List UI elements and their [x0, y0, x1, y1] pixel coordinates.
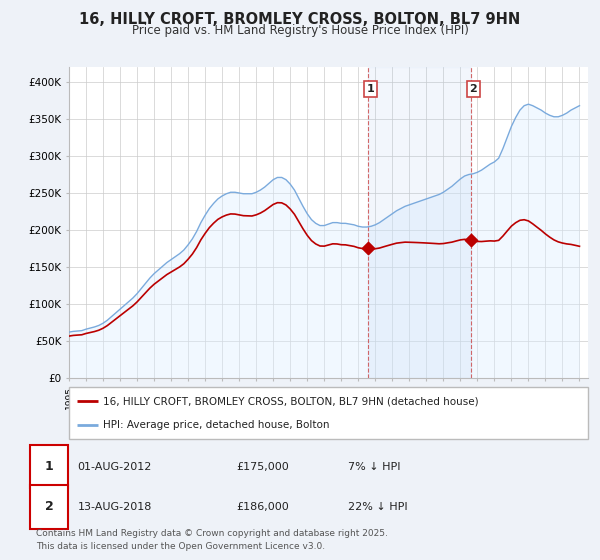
Text: £175,000: £175,000: [236, 462, 289, 472]
Point: [364, 244, 373, 253]
Text: 13-AUG-2018: 13-AUG-2018: [77, 502, 152, 512]
FancyBboxPatch shape: [69, 388, 588, 438]
Text: 01-AUG-2012: 01-AUG-2012: [77, 462, 152, 472]
Text: Price paid vs. HM Land Registry's House Price Index (HPI): Price paid vs. HM Land Registry's House …: [131, 24, 469, 38]
FancyBboxPatch shape: [30, 486, 68, 529]
Text: 2: 2: [470, 84, 478, 94]
Bar: [368, 67, 471, 378]
Text: £186,000: £186,000: [236, 502, 289, 512]
Text: 1: 1: [367, 84, 374, 94]
Text: HPI: Average price, detached house, Bolton: HPI: Average price, detached house, Bolt…: [103, 419, 329, 430]
Text: 16, HILLY CROFT, BROMLEY CROSS, BOLTON, BL7 9HN (detached house): 16, HILLY CROFT, BROMLEY CROSS, BOLTON, …: [103, 396, 478, 407]
Text: 22% ↓ HPI: 22% ↓ HPI: [348, 502, 407, 512]
Text: 1: 1: [44, 460, 53, 473]
Text: 2: 2: [44, 501, 53, 514]
FancyBboxPatch shape: [30, 445, 68, 488]
Point: [466, 236, 476, 245]
Text: 16, HILLY CROFT, BROMLEY CROSS, BOLTON, BL7 9HN: 16, HILLY CROFT, BROMLEY CROSS, BOLTON, …: [79, 12, 521, 27]
Text: 7% ↓ HPI: 7% ↓ HPI: [348, 462, 401, 472]
Text: Contains HM Land Registry data © Crown copyright and database right 2025.
This d: Contains HM Land Registry data © Crown c…: [35, 530, 388, 551]
